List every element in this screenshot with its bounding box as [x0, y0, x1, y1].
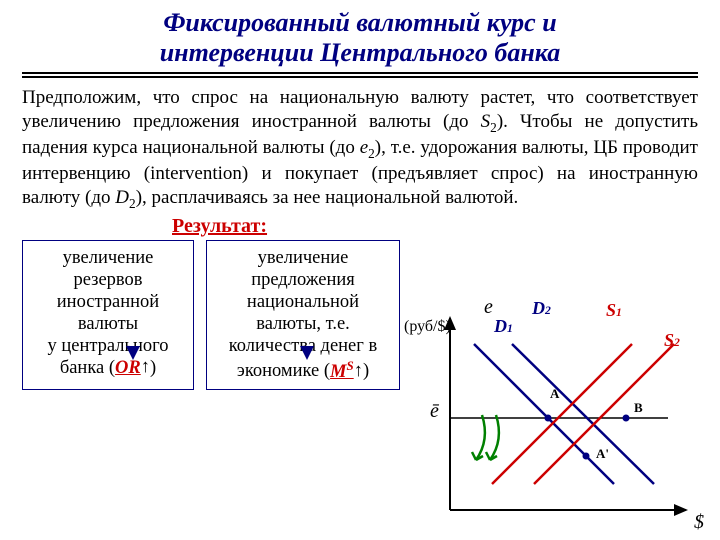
label-S2: S2: [664, 330, 680, 351]
label-D1: D1: [494, 316, 513, 337]
main-paragraph: Предположим, что спрос на национальную в…: [22, 86, 698, 213]
axis-label-x: $: [694, 511, 704, 534]
label-point-B: B: [634, 400, 643, 416]
chart-svg: [424, 300, 704, 530]
box-money-supply: увеличение предложения национальной валю…: [206, 240, 400, 390]
label-point-Aprime: A': [596, 446, 609, 462]
result-label: Результат:: [172, 215, 267, 238]
box-reserves: увеличение резервов иностранной валюты у…: [22, 240, 194, 390]
label-D2: D2: [532, 298, 551, 319]
label-ebar: ē: [430, 400, 439, 423]
arrow-down-2: [300, 346, 314, 360]
result-row: Результат:: [22, 215, 698, 238]
arrow-down-1: [126, 346, 140, 360]
label-S1: S1: [606, 300, 622, 321]
title-line-1: Фиксированный валютный курс и: [163, 8, 556, 37]
title-underline: [22, 72, 698, 78]
axis-sublabel-y: (руб/$): [404, 318, 451, 336]
title-line-2: интервенции Центрального банка: [160, 38, 561, 67]
slide-title: Фиксированный валютный курс и интервенци…: [22, 8, 698, 68]
label-point-A: A: [550, 386, 559, 402]
axis-label-y: e: [484, 296, 493, 319]
chart: e (руб/$) D1 D2 S1 S2 ē A B A' $: [424, 300, 704, 530]
